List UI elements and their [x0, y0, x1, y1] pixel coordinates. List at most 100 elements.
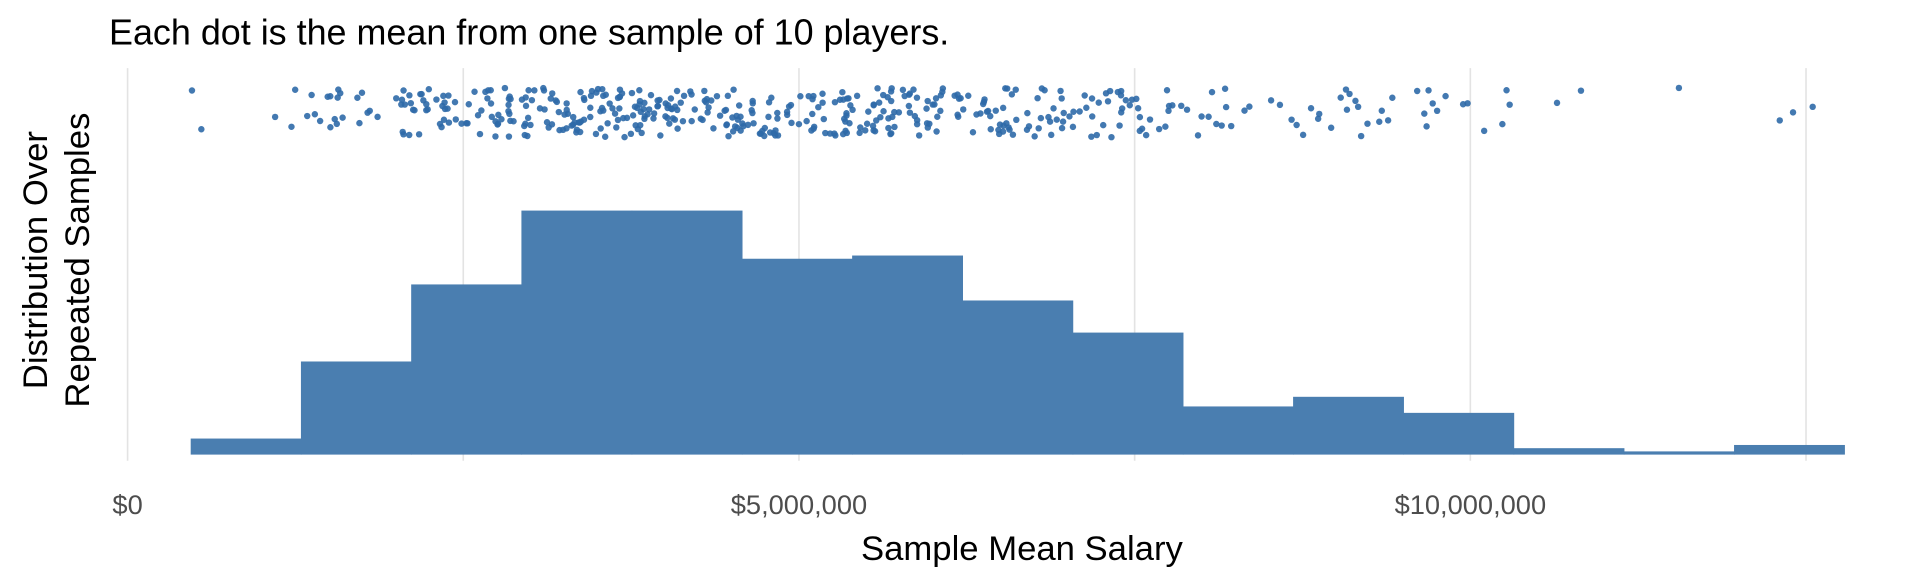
sample-mean-dot: [629, 112, 637, 119]
sample-mean-dot: [895, 109, 903, 116]
sample-mean-dot: [597, 125, 604, 132]
sample-mean-dot: [839, 88, 846, 96]
sample-mean-dot: [604, 120, 611, 127]
sample-mean-dot: [1198, 113, 1205, 120]
sample-mean-dot: [411, 107, 418, 114]
sample-mean-dot: [915, 132, 923, 139]
sample-mean-dot: [1134, 105, 1142, 112]
sample-mean-dot: [1480, 127, 1488, 135]
sample-mean-dot: [1809, 103, 1816, 111]
sample-mean-dot: [797, 93, 804, 100]
sample-mean-dot: [1376, 118, 1383, 125]
sample-mean-dot: [1034, 94, 1041, 102]
sample-mean-dot: [531, 87, 538, 94]
sample-mean-dot: [766, 129, 774, 136]
sample-mean-dot: [1429, 100, 1436, 107]
sample-mean-dot: [965, 92, 972, 99]
sample-mean-dot: [983, 108, 991, 115]
sample-mean-dot: [1116, 122, 1123, 129]
sample-mean-dot: [843, 112, 850, 119]
sample-mean-dot: [723, 121, 730, 129]
sample-mean-dot: [393, 95, 400, 102]
sample-mean-dot: [614, 116, 622, 124]
sample-mean-dot: [688, 91, 695, 98]
sample-mean-dot: [819, 99, 826, 106]
sample-mean-dot: [880, 108, 887, 115]
sample-mean-dot: [1058, 95, 1065, 102]
sample-mean-dot: [931, 101, 938, 108]
sample-mean-dot: [734, 116, 742, 123]
sample-mean-dot: [831, 98, 839, 106]
histogram-bar: [852, 255, 963, 455]
sample-mean-dot: [580, 94, 588, 102]
sample-mean-dot: [1789, 109, 1797, 116]
sample-mean-dot: [795, 120, 803, 128]
sample-mean-dot: [705, 104, 712, 111]
sample-mean-dot: [636, 121, 644, 129]
sample-mean-dot: [1299, 131, 1307, 139]
sample-mean-dot: [527, 121, 534, 129]
sample-mean-dot: [995, 126, 1002, 134]
sample-mean-dot: [1093, 131, 1100, 139]
sample-mean-dot: [704, 109, 711, 116]
sample-mean-dot: [545, 124, 552, 131]
sample-mean-dot: [1163, 87, 1171, 94]
sample-mean-dot: [674, 125, 681, 132]
sample-mean-dot: [1031, 133, 1038, 140]
sample-mean-dot: [987, 112, 994, 120]
sample-mean-dot: [1089, 113, 1096, 120]
sample-mean-dot: [1066, 113, 1073, 120]
sample-mean-dot: [573, 126, 581, 134]
sample-mean-dot: [628, 89, 636, 97]
sample-mean-dot: [640, 105, 647, 113]
histogram-bar: [741, 258, 853, 455]
sample-mean-dot: [398, 96, 406, 103]
sample-mean-dot: [664, 114, 671, 122]
sample-mean-dot: [271, 113, 279, 121]
sample-mean-dot: [505, 101, 512, 109]
sample-mean-dot: [857, 124, 864, 131]
sample-mean-dot: [1133, 95, 1140, 103]
histogram-bar: [631, 210, 743, 455]
sample-mean-dot: [616, 105, 623, 112]
sample-mean-dot: [677, 99, 684, 106]
sample-mean-dot: [484, 95, 491, 102]
sample-mean-dot: [910, 86, 917, 93]
sample-mean-dot: [1025, 123, 1033, 130]
sample-mean-dot: [679, 117, 687, 125]
sample-mean-dot: [487, 100, 495, 107]
sample-mean-dot: [1057, 87, 1064, 95]
sample-mean-dot: [1378, 107, 1386, 114]
sample-mean-dot: [913, 94, 921, 101]
sample-mean-dot: [865, 108, 872, 115]
sample-mean-dot: [819, 90, 826, 97]
sample-mean-dot: [521, 131, 529, 139]
sample-mean-dot: [891, 123, 898, 131]
sample-mean-dot: [1048, 131, 1055, 139]
sample-mean-dot: [729, 114, 736, 121]
sample-mean-dot: [809, 95, 816, 103]
sample-mean-dot: [1035, 125, 1042, 132]
sample-mean-dot: [759, 127, 766, 135]
sample-mean-dot: [877, 113, 884, 121]
sample-mean-dot: [992, 107, 999, 114]
sample-mean-dot: [863, 120, 871, 127]
sample-mean-dot: [1183, 106, 1191, 113]
sample-mean-dot: [471, 88, 478, 95]
sample-mean-dot: [288, 123, 295, 131]
sample-mean-dot: [1267, 97, 1275, 104]
sample-mean-dot: [831, 130, 838, 137]
sample-mean-dot: [667, 95, 675, 102]
sample-mean-dot: [885, 124, 892, 132]
sample-mean-dot: [734, 124, 741, 132]
sample-mean-dot: [358, 89, 366, 97]
y-axis-label-line-1: Distribution Over: [17, 131, 55, 389]
sample-mean-dot: [507, 95, 514, 103]
sample-mean-dot: [505, 133, 513, 140]
sample-mean-dot: [568, 122, 575, 129]
sample-mean-dot: [1038, 85, 1046, 92]
sample-mean-dot: [465, 101, 472, 108]
sample-mean-dot: [1122, 97, 1130, 104]
sample-mean-dot: [324, 93, 331, 100]
sample-mean-dot: [1003, 85, 1011, 92]
